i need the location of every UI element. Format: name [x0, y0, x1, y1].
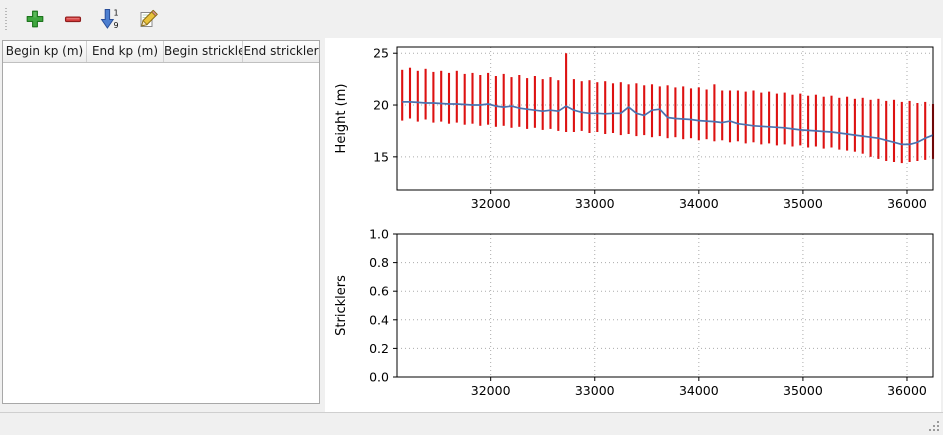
- plot-frame: [396, 233, 934, 378]
- y-tick-label: 0.2: [369, 341, 389, 356]
- y-axis-label: Height (m): [334, 84, 349, 154]
- remove-row-button[interactable]: [58, 4, 88, 34]
- minus-icon: [64, 16, 82, 23]
- height-chart: 32000 33000 34000 35000 36000 15 20 25 Height (m…: [334, 46, 935, 211]
- plot-background: [397, 47, 933, 190]
- toolbar-drag-handle[interactable]: [5, 8, 10, 30]
- strickler-intervals-table[interactable]: Begin kp (m) End kp (m) Begin strickler …: [2, 40, 320, 404]
- x-tick-label: 36000: [887, 383, 927, 398]
- edit-row-button[interactable]: [134, 4, 164, 34]
- sort-numeric-icon: 1 9: [100, 9, 119, 30]
- x-tick-label: 35000: [783, 196, 823, 211]
- y-axis-label: Stricklers: [334, 275, 349, 336]
- plot-frame: [396, 46, 934, 191]
- stricklers-chart: 32000 33000 34000 35000 36000 0.0 0.2 0.4 0.6 0.8…: [334, 227, 934, 398]
- table-body[interactable]: [3, 63, 319, 403]
- y-tick-label: 1.0: [369, 227, 389, 242]
- column-header-end-kp[interactable]: End kp (m): [87, 41, 164, 62]
- x-tick-label: 34000: [679, 383, 719, 398]
- column-header-begin-kp[interactable]: Begin kp (m): [3, 41, 87, 62]
- plot-background: [397, 234, 933, 377]
- y-tick-label: 0.4: [369, 312, 389, 327]
- plus-icon: [26, 10, 44, 28]
- sort-digit-top: 1: [113, 9, 118, 18]
- y-tick-label: 15: [373, 149, 389, 164]
- sort-digit-bottom: 9: [113, 21, 118, 30]
- charts-panel: 32000 33000 34000 35000 36000 15 20 25 Height (m…: [325, 38, 941, 412]
- main-area: Begin kp (m) End kp (m) Begin strickler …: [0, 38, 943, 412]
- x-tick-label: 32000: [471, 196, 511, 211]
- toolbar: 1 9: [0, 0, 943, 38]
- status-bar: [0, 412, 943, 435]
- x-tick-label: 33000: [575, 196, 615, 211]
- y-tick-label: 0.6: [369, 284, 389, 299]
- x-tick-label: 36000: [887, 196, 927, 211]
- add-row-button[interactable]: [20, 4, 50, 34]
- y-tick-label: 0.8: [369, 255, 389, 270]
- x-tick-label: 32000: [471, 383, 511, 398]
- sort-rows-button[interactable]: 1 9: [96, 4, 126, 34]
- mean-height-line: [402, 101, 934, 146]
- y-tick-label: 20: [373, 98, 389, 113]
- column-header-end-strickler[interactable]: End strickler: [243, 44, 319, 58]
- x-tick-label: 35000: [783, 383, 823, 398]
- resize-grip-icon[interactable]: [928, 420, 941, 433]
- y-tick-label: 25: [373, 46, 389, 61]
- column-header-begin-strickler[interactable]: Begin strickler: [164, 41, 243, 62]
- table-header-row: Begin kp (m) End kp (m) Begin strickler …: [3, 41, 319, 63]
- x-tick-label: 34000: [679, 196, 719, 211]
- pencil-icon: [140, 9, 158, 27]
- x-tick-label: 33000: [575, 383, 615, 398]
- y-tick-label: 0.0: [369, 370, 389, 385]
